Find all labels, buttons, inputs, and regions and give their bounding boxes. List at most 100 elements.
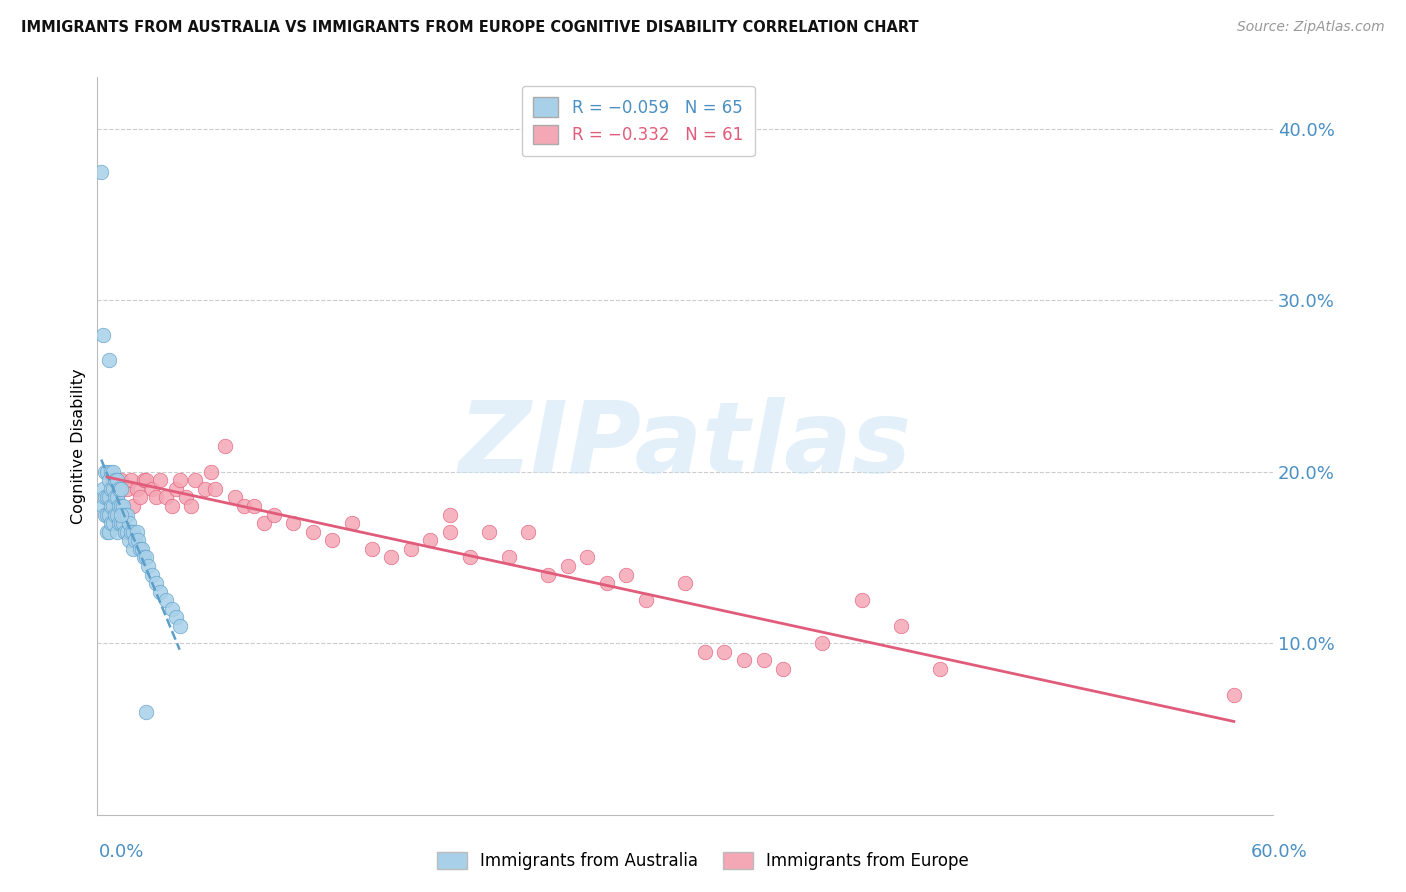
Point: [439, 508, 461, 522]
Point: [200, 465, 222, 479]
Point: [118, 533, 141, 548]
Point: [120, 524, 142, 539]
Point: [321, 533, 343, 548]
Point: [110, 473, 132, 487]
Point: [108, 516, 131, 530]
Point: [128, 533, 150, 548]
Point: [110, 499, 132, 513]
Point: [96, 465, 118, 479]
Point: [253, 516, 276, 530]
Point: [135, 705, 157, 719]
Point: [96, 491, 118, 505]
Legend: R = −0.059   N = 65, R = −0.332   N = 61: R = −0.059 N = 65, R = −0.332 N = 61: [522, 86, 755, 156]
Point: [104, 473, 127, 487]
Point: [399, 541, 422, 556]
Point: [105, 524, 128, 539]
Point: [145, 576, 167, 591]
Point: [576, 550, 599, 565]
Point: [160, 602, 183, 616]
Point: [634, 593, 657, 607]
Point: [101, 473, 124, 487]
Point: [616, 567, 638, 582]
Point: [111, 516, 134, 530]
Text: Source: ZipAtlas.com: Source: ZipAtlas.com: [1237, 20, 1385, 34]
Point: [101, 499, 124, 513]
Point: [108, 482, 131, 496]
Point: [91, 482, 114, 496]
Point: [890, 619, 912, 633]
Point: [98, 353, 121, 368]
Point: [537, 567, 560, 582]
Point: [98, 524, 121, 539]
Point: [135, 550, 157, 565]
Text: ZIPatlas: ZIPatlas: [458, 398, 911, 494]
Point: [110, 516, 132, 530]
Point: [752, 653, 775, 667]
Point: [129, 541, 152, 556]
Point: [169, 473, 191, 487]
Point: [439, 524, 461, 539]
Point: [105, 508, 128, 522]
Point: [105, 491, 128, 505]
Point: [204, 482, 226, 496]
Point: [104, 508, 127, 522]
Point: [169, 619, 191, 633]
Point: [224, 491, 246, 505]
Point: [145, 491, 167, 505]
Point: [94, 491, 117, 505]
Point: [125, 524, 148, 539]
Point: [194, 482, 217, 496]
Point: [134, 473, 156, 487]
Point: [811, 636, 834, 650]
Point: [141, 482, 163, 496]
Point: [125, 482, 148, 496]
Text: 0.0%: 0.0%: [98, 843, 143, 861]
Point: [851, 593, 873, 607]
Point: [165, 610, 187, 624]
Point: [929, 662, 952, 676]
Point: [233, 499, 256, 513]
Point: [693, 645, 716, 659]
Point: [101, 482, 124, 496]
Point: [733, 653, 755, 667]
Text: IMMIGRANTS FROM AUSTRALIA VS IMMIGRANTS FROM EUROPE COGNITIVE DISABILITY CORRELA: IMMIGRANTS FROM AUSTRALIA VS IMMIGRANTS …: [21, 20, 918, 35]
Point: [243, 499, 266, 513]
Point: [121, 499, 143, 513]
Point: [118, 516, 141, 530]
Point: [120, 473, 142, 487]
Point: [100, 482, 122, 496]
Point: [214, 439, 236, 453]
Point: [100, 516, 122, 530]
Point: [91, 327, 114, 342]
Point: [110, 482, 132, 496]
Text: 60.0%: 60.0%: [1251, 843, 1308, 861]
Point: [115, 508, 138, 522]
Y-axis label: Cognitive Disability: Cognitive Disability: [72, 368, 86, 524]
Point: [149, 584, 172, 599]
Point: [98, 491, 121, 505]
Point: [135, 473, 157, 487]
Point: [160, 499, 183, 513]
Point: [96, 491, 118, 505]
Point: [105, 491, 128, 505]
Point: [155, 593, 177, 607]
Point: [114, 508, 136, 522]
Point: [121, 541, 143, 556]
Point: [360, 541, 382, 556]
Point: [96, 508, 118, 522]
Point: [478, 524, 501, 539]
Point: [340, 516, 363, 530]
Point: [110, 508, 132, 522]
Point: [129, 491, 152, 505]
Point: [115, 482, 138, 496]
Point: [115, 524, 138, 539]
Point: [263, 508, 285, 522]
Point: [104, 491, 127, 505]
Point: [100, 465, 122, 479]
Point: [1223, 688, 1246, 702]
Point: [673, 576, 696, 591]
Point: [91, 499, 114, 513]
Point: [131, 541, 153, 556]
Point: [596, 576, 619, 591]
Point: [136, 559, 159, 574]
